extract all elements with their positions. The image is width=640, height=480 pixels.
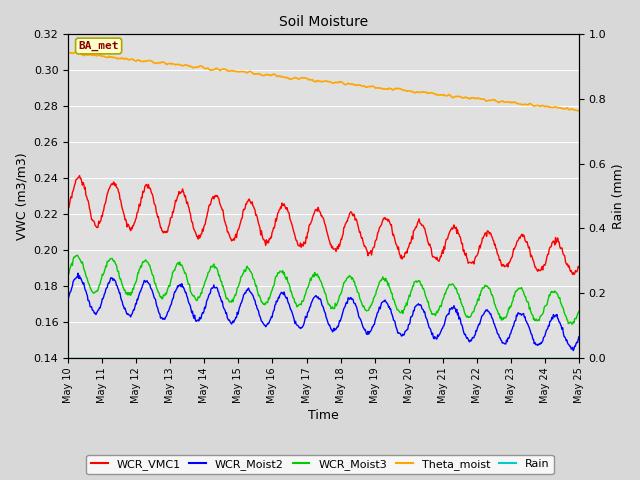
WCR_VMC1 [179, 186, 186, 192]
Theta_moist [205, 67, 213, 72]
Y-axis label: Rain (mm): Rain (mm) [612, 163, 625, 229]
Theta_moist [64, 50, 72, 56]
WCR_VMC1 [127, 228, 134, 234]
Rain [385, 355, 393, 360]
Rain [64, 355, 72, 360]
Theta_moist [401, 87, 409, 93]
X-axis label: Time: Time [308, 409, 339, 422]
WCR_Moist3 [74, 252, 81, 258]
WCR_Moist2 [179, 284, 186, 290]
WCR_Moist2 [127, 314, 134, 320]
Theta_moist [179, 63, 186, 69]
Theta_moist [72, 49, 79, 55]
WCR_VMC1 [64, 205, 72, 211]
WCR_VMC1 [575, 264, 583, 270]
WCR_Moist2 [64, 296, 72, 301]
Line: WCR_Moist2: WCR_Moist2 [68, 273, 579, 350]
WCR_Moist2 [570, 348, 577, 353]
WCR_Moist3 [74, 253, 82, 259]
WCR_Moist3 [568, 321, 576, 327]
WCR_VMC1 [401, 250, 409, 256]
Y-axis label: VWC (m3/m3): VWC (m3/m3) [15, 152, 28, 240]
Theta_moist [575, 108, 583, 114]
Rain [126, 355, 134, 360]
Legend: WCR_VMC1, WCR_Moist2, WCR_Moist3, Theta_moist, Rain: WCR_VMC1, WCR_Moist2, WCR_Moist3, Theta_… [86, 455, 554, 474]
WCR_Moist3 [127, 292, 134, 298]
WCR_Moist2 [205, 291, 213, 297]
Line: Theta_moist: Theta_moist [68, 52, 579, 111]
WCR_Moist3 [401, 303, 409, 309]
Theta_moist [127, 57, 134, 62]
WCR_Moist2 [74, 274, 81, 280]
WCR_Moist3 [205, 268, 213, 274]
WCR_VMC1 [205, 202, 213, 208]
WCR_Moist3 [179, 264, 186, 270]
WCR_VMC1 [74, 176, 81, 182]
WCR_Moist2 [575, 334, 583, 339]
WCR_Moist2 [401, 329, 409, 335]
Theta_moist [74, 50, 82, 56]
Rain [74, 355, 81, 360]
Line: WCR_VMC1: WCR_VMC1 [68, 176, 579, 275]
Rain [575, 355, 583, 360]
Text: BA_met: BA_met [78, 41, 119, 51]
WCR_Moist3 [575, 309, 583, 314]
Rain [205, 355, 212, 360]
Theta_moist [386, 85, 394, 91]
WCR_Moist3 [386, 285, 394, 291]
Title: Soil Moisture: Soil Moisture [279, 15, 368, 29]
WCR_Moist3 [64, 272, 72, 278]
WCR_VMC1 [570, 272, 578, 277]
WCR_VMC1 [76, 173, 83, 179]
WCR_VMC1 [386, 220, 394, 226]
WCR_Moist2 [386, 306, 394, 312]
Rain [401, 355, 408, 360]
WCR_Moist2 [74, 270, 82, 276]
Line: WCR_Moist3: WCR_Moist3 [68, 255, 579, 324]
Rain [178, 355, 186, 360]
